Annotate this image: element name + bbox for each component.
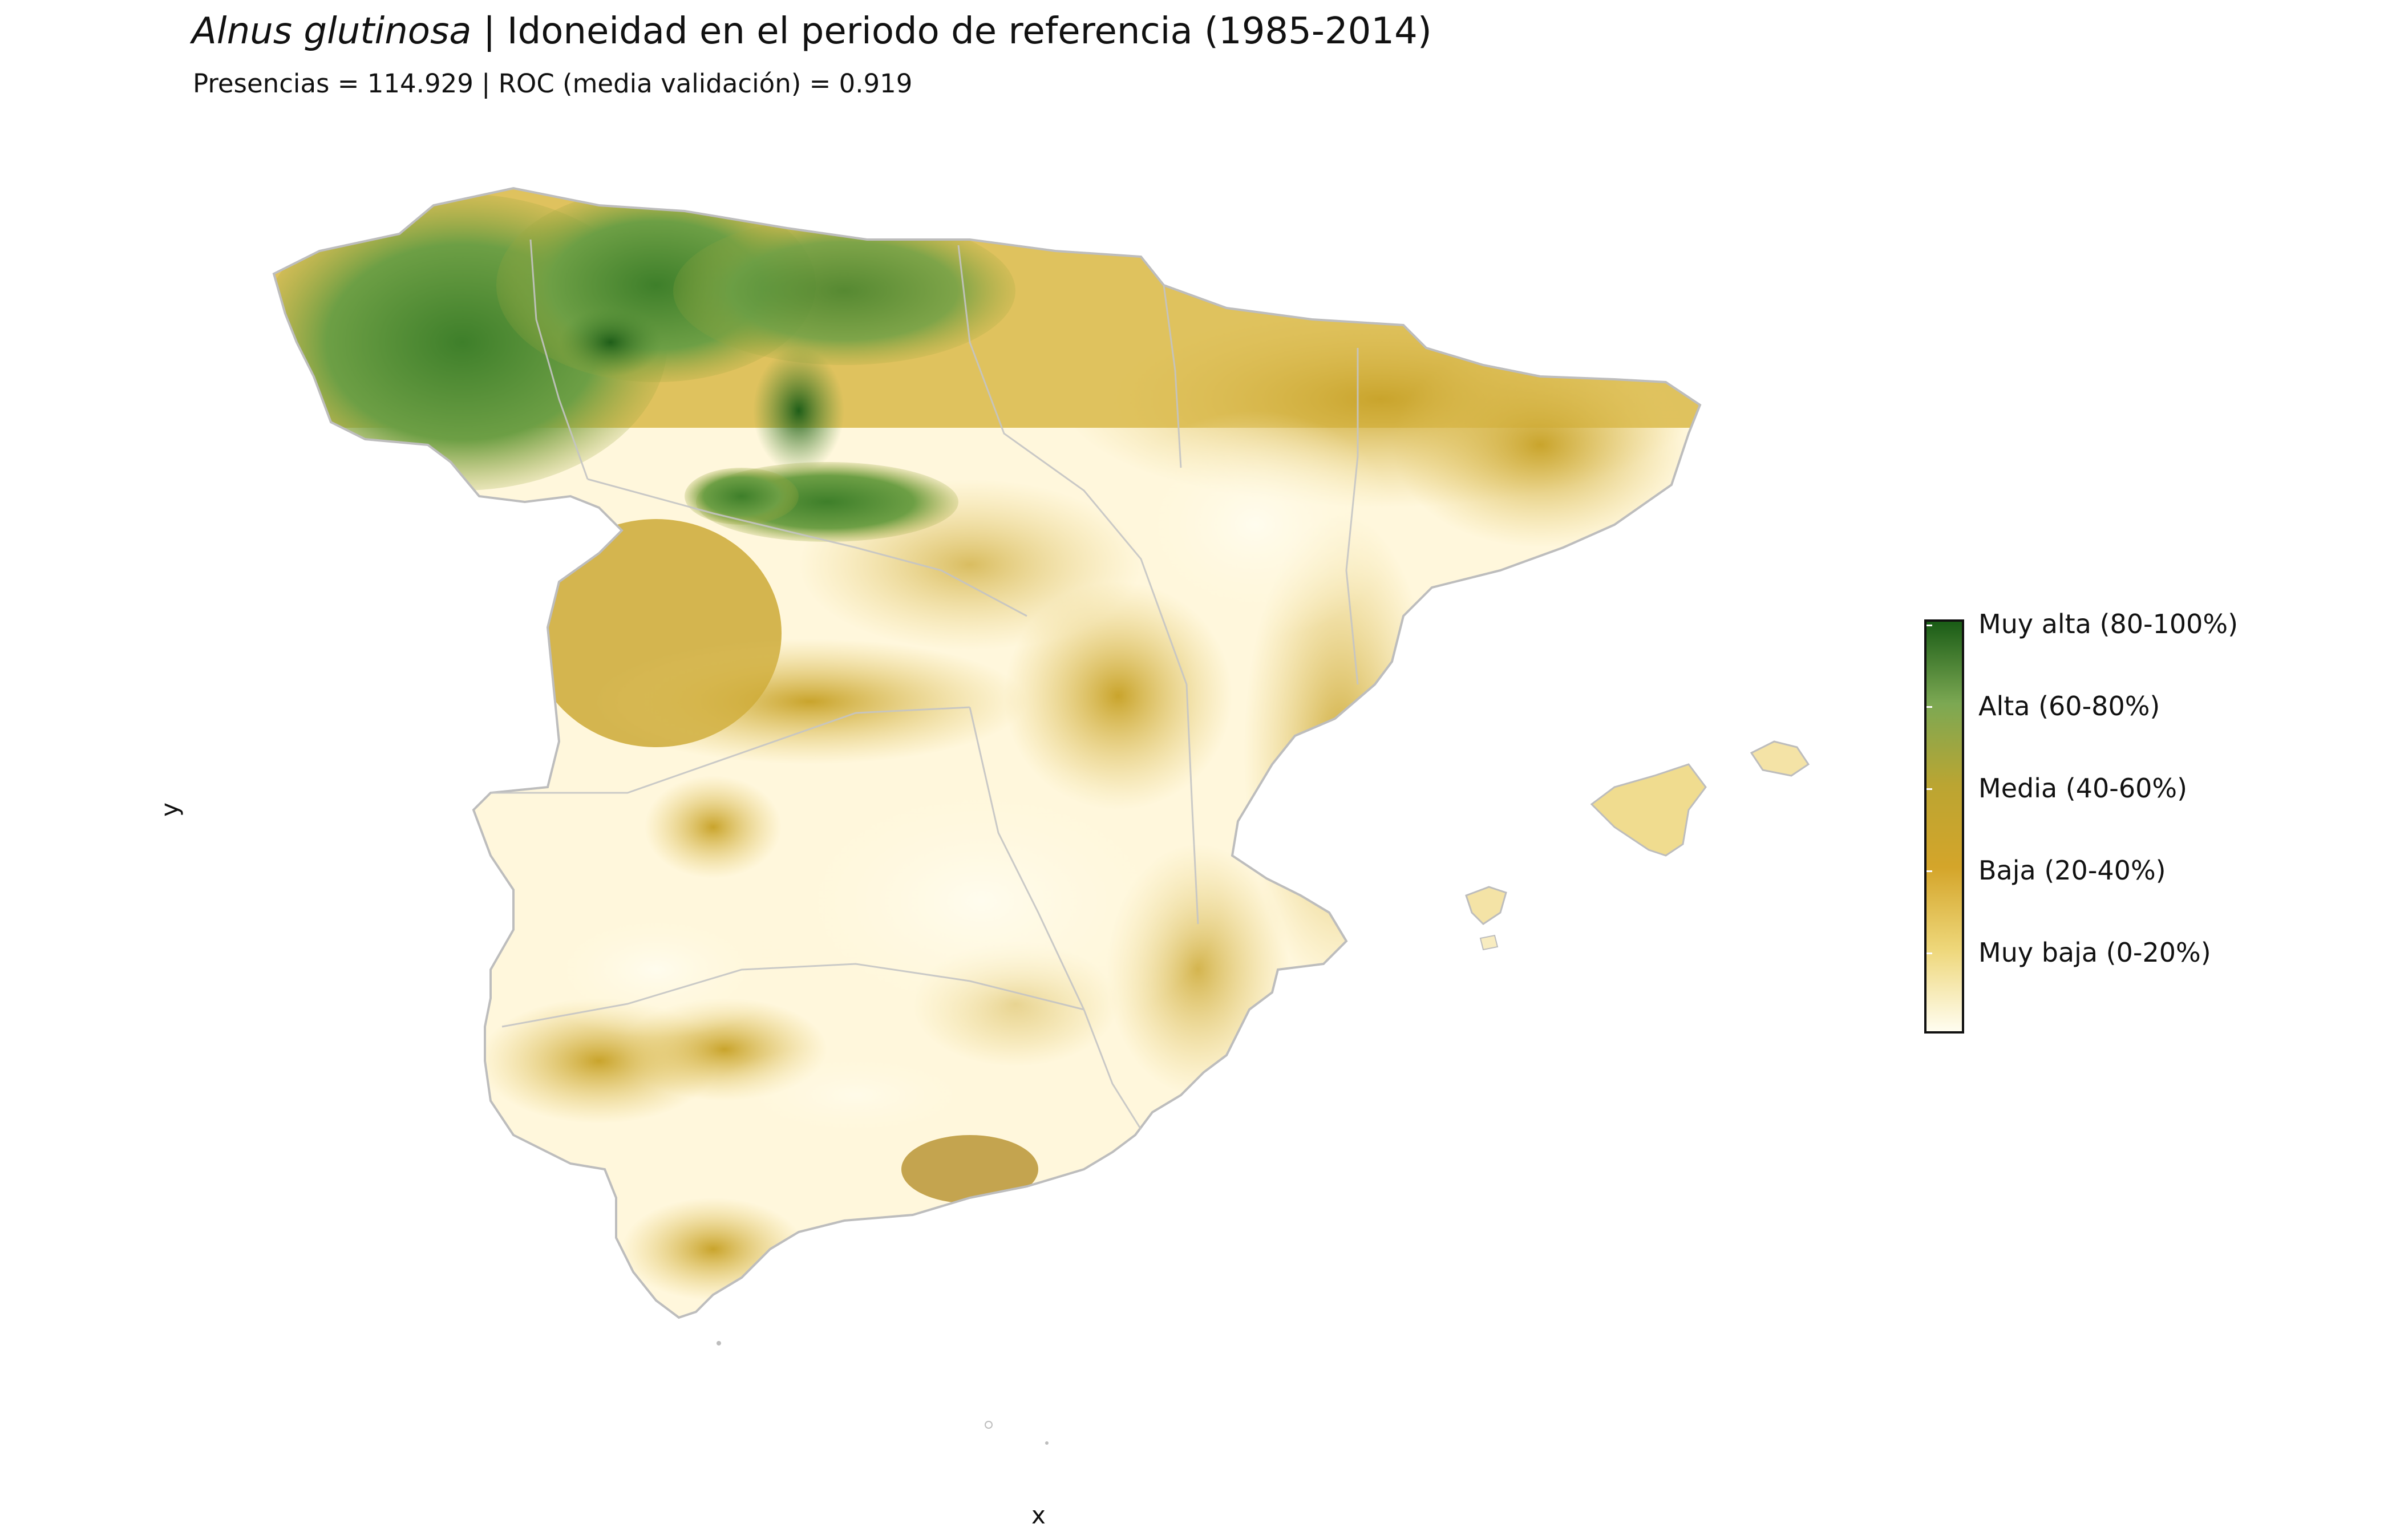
legend-colorbar [1924, 619, 1964, 1034]
map-title: Alnus glutinosa | Idoneidad en el period… [192, 6, 1432, 57]
legend-label-baja: Baja (20-40%) [1978, 855, 2166, 886]
legend-label-media: Media (40-60%) [1978, 773, 2188, 804]
legend-tick-20 [1926, 870, 1932, 872]
menorca [1750, 740, 1810, 777]
y-axis-label: y [155, 803, 184, 817]
title-rest: | Idoneidad en el periodo de referencia … [471, 10, 1432, 52]
legend-label-muy-alta: Muy alta (80-100%) [1978, 609, 2239, 639]
legend-tick-0 [1926, 953, 1932, 954]
legend-tick-80 [1926, 625, 1932, 626]
legend-tick-40 [1926, 788, 1932, 790]
ibiza [1465, 886, 1507, 925]
legend-label-muy-baja: Muy baja (0-20%) [1978, 937, 2211, 968]
map-subtitle: Presencias = 114.929 | ROC (media valida… [193, 68, 913, 99]
species-name: Alnus glutinosa [192, 10, 472, 52]
x-axis-label: x [1031, 1501, 1046, 1529]
mallorca [1590, 763, 1707, 857]
formentera [1479, 934, 1499, 951]
legend-tick-60 [1926, 706, 1932, 708]
legend-label-alta: Alta (60-80%) [1978, 691, 2160, 722]
